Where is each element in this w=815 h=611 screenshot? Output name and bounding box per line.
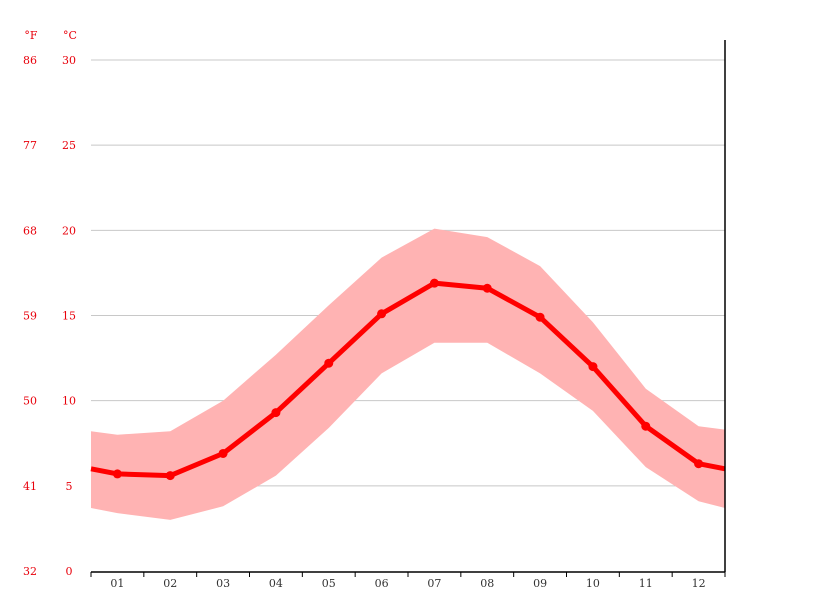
average-temperature-points xyxy=(112,278,704,481)
y-tick-fahrenheit: 86 xyxy=(23,54,37,67)
x-tick-label: 05 xyxy=(322,577,336,590)
y-tick-celsius: 20 xyxy=(62,224,76,237)
y-tick-fahrenheit: 50 xyxy=(23,395,37,408)
y-tick-celsius: 15 xyxy=(62,310,76,323)
min-max-temperature-band xyxy=(91,228,725,520)
y-tick-celsius: 5 xyxy=(66,480,73,493)
y-tick-celsius: 0 xyxy=(66,565,73,578)
y-tick-fahrenheit: 77 xyxy=(23,139,37,152)
x-tick-label: 07 xyxy=(427,577,441,590)
x-tick-label: 11 xyxy=(639,577,653,590)
y-tick-fahrenheit: 59 xyxy=(23,310,37,323)
data-point xyxy=(218,448,228,458)
x-tick-label: 03 xyxy=(216,577,230,590)
data-point xyxy=(324,358,334,368)
data-point xyxy=(482,283,492,293)
x-tick-label: 10 xyxy=(586,577,600,590)
data-point xyxy=(535,312,545,322)
data-point xyxy=(271,408,281,418)
average-temperature-line xyxy=(90,280,726,479)
x-tick-label: 02 xyxy=(163,577,177,590)
x-tick-label: 08 xyxy=(480,577,494,590)
data-point xyxy=(377,309,387,319)
y-tick-fahrenheit: 41 xyxy=(23,480,37,493)
x-tick-label: 01 xyxy=(110,577,124,590)
y-tick-fahrenheit: 32 xyxy=(23,565,37,578)
x-axis-ticks: 01 02 03 04 05 06 07 08 09 10 11 12 xyxy=(90,572,726,590)
y-tick-celsius: 30 xyxy=(62,54,76,67)
data-point xyxy=(588,362,598,372)
y-tick-fahrenheit: 68 xyxy=(23,224,37,237)
data-point xyxy=(641,421,651,431)
data-point xyxy=(112,469,122,479)
fahrenheit-unit-label: °F xyxy=(24,29,38,42)
data-point xyxy=(694,459,704,469)
x-tick-label: 12 xyxy=(692,577,706,590)
data-point xyxy=(429,278,439,288)
unit-labels: °F °C xyxy=(24,29,77,42)
x-tick-label: 06 xyxy=(375,577,389,590)
y-axis-labels: 32 0 41 5 50 10 59 15 68 20 77 25 86 30 xyxy=(23,54,76,578)
y-tick-celsius: 25 xyxy=(62,139,76,152)
x-tick-label: 09 xyxy=(533,577,547,590)
data-point xyxy=(165,471,175,481)
x-tick-label: 04 xyxy=(269,577,283,590)
y-tick-celsius: 10 xyxy=(62,395,76,408)
celsius-unit-label: °C xyxy=(63,29,77,42)
